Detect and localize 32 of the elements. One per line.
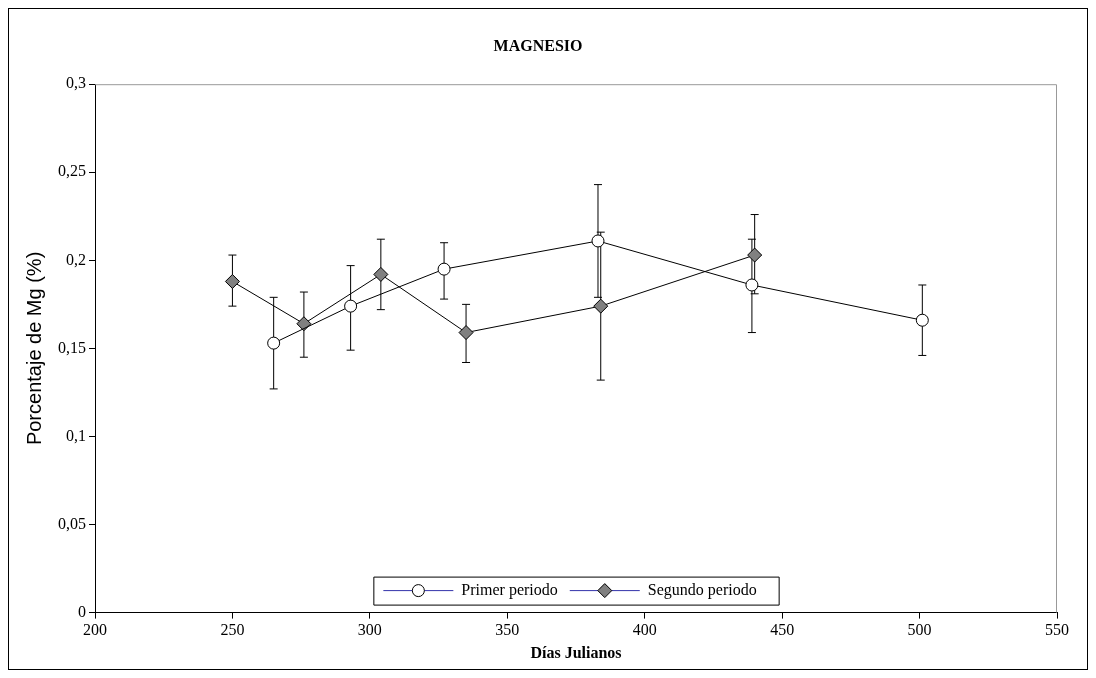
x-tick-label: 200 [83, 621, 107, 639]
point [224, 273, 240, 289]
y-tick-label: 0,1 [66, 426, 86, 444]
x-tick-label: 400 [632, 621, 657, 639]
point [593, 298, 609, 314]
point [745, 278, 759, 292]
x-tick-label: 300 [357, 621, 382, 639]
x-axis-title: Días Julianos [530, 643, 622, 661]
y-tick-label: 0,05 [58, 514, 86, 532]
y-tick-label: 0,25 [58, 162, 86, 180]
x-tick-label: 550 [1045, 621, 1069, 639]
legend-label: Segundo periodo [647, 580, 757, 599]
point [747, 247, 763, 263]
point [591, 234, 605, 248]
y-tick-label: 0 [78, 602, 86, 620]
x-tick-label: 350 [495, 621, 520, 639]
x-tick-label: 450 [770, 621, 795, 639]
y-tick-label: 0,15 [58, 338, 86, 356]
y-axis-title: Porcentaje de Mg (%) [22, 251, 45, 446]
x-tick-label: 500 [907, 621, 932, 639]
legend-label: Primer periodo [461, 580, 558, 599]
y-tick-label: 0,2 [66, 250, 86, 268]
point [437, 262, 451, 276]
point [296, 316, 312, 332]
point [915, 313, 929, 327]
point [267, 336, 281, 350]
point [344, 299, 358, 313]
chart-title: MAGNESIO [493, 36, 583, 54]
y-tick-label: 0,3 [66, 74, 86, 92]
x-tick-label: 250 [220, 621, 245, 639]
point [373, 266, 389, 282]
point [458, 325, 474, 341]
